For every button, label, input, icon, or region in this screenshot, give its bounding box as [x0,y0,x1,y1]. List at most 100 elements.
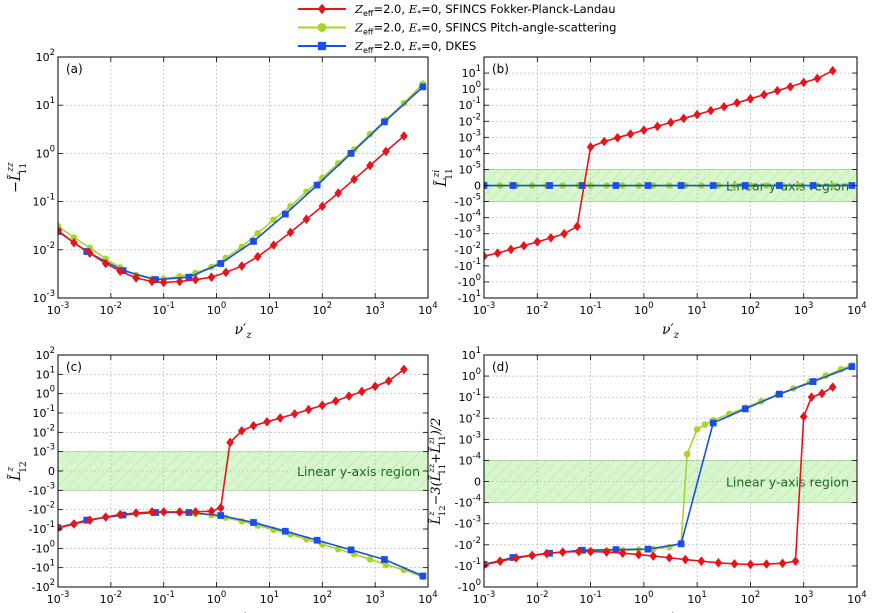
y-axis-label: L̃z 12 [6,461,29,482]
y-tick-label: -10-4 [455,494,481,510]
data-point [507,244,515,255]
data-point [484,560,488,570]
panel-label: (a) [66,62,83,76]
data-point [366,130,374,138]
data-point [720,101,728,112]
y-tick-label: 101 [36,96,55,112]
data-point [70,237,78,248]
legend-entry: Zeff=2.0, E*=0, SFINCS Fokker-Planck-Lan… [298,2,616,18]
data-point [302,214,311,225]
data-point [730,559,739,569]
data-point [148,507,156,517]
data-point [382,146,390,157]
data-point [542,548,551,559]
data-point [159,277,168,288]
legend: Zeff=2.0, E*=0, SFINCS Fokker-Planck-Lan… [298,2,616,55]
data-point [496,556,504,567]
data-point [318,400,327,411]
data-point [217,512,225,519]
y-tick-label: -10-1 [455,257,481,273]
panel-label: (d) [492,360,509,374]
y-tick-label: -10-2 [455,241,481,257]
y-tick-label: 10-1 [33,404,55,420]
data-point [791,556,800,567]
data-point [58,225,62,236]
data-point [237,261,246,271]
data-point [381,556,388,563]
data-point [286,227,295,238]
data-point [799,77,808,88]
y-tick-label: 101 [36,365,55,381]
series-layer [484,65,856,261]
data-point [237,426,246,436]
data-point [586,546,595,557]
x-tick-label: 104 [847,590,866,606]
series-line [58,86,424,281]
y-tick-label: 10-3 [33,289,55,305]
data-point [269,240,278,250]
data-point [207,506,216,516]
x-tick-label: 101 [687,590,706,606]
y-tick-label: -10-5 [455,193,481,209]
panel-c: Linear y-axis region 10-3 10-2 10-1 100 101 10… [6,346,438,613]
x-tick-label: 103 [365,301,384,317]
y-tick-label: 10-3 [459,128,481,144]
y-tick-label: 101 [462,64,481,80]
data-point [644,182,652,189]
legend-label: Zeff=2.0, E*=0, SFINCS Pitch-angle-scatt… [354,21,616,37]
legend-label: Zeff=2.0, E*=0, SFINCS Fokker-Planck-Lan… [354,2,616,18]
data-point [533,237,542,247]
data-point [828,382,837,392]
y-tick-label: 10-5 [459,160,481,176]
x-tick-label: 10-3 [473,301,495,317]
data-point [733,98,741,108]
y-axis-label: −L̃zz 11 [6,162,29,193]
data-point [400,131,408,141]
data-point [649,551,658,561]
y-tick-label: 100 [36,385,55,401]
x-tick-label: 100 [634,301,653,317]
data-point [384,376,393,386]
data-point [618,548,627,559]
data-point [253,251,262,262]
data-point [693,426,701,433]
y-tick-label: -10-2 [29,501,55,517]
y-tick-label: -10-3 [455,515,481,531]
series-layer [58,364,427,581]
data-point [249,420,258,431]
x-tick-label: 100 [207,590,226,606]
data-point [419,83,427,91]
x-tick-label: 102 [313,590,332,606]
data-point [746,94,755,104]
y-tick-label: -10-4 [455,209,481,225]
data-point [586,142,595,152]
data-point [250,237,257,245]
x-axis-label: ν′z [235,611,253,613]
x-tick-label: 10-3 [47,301,69,317]
data-point [809,378,817,385]
data-point [116,266,125,276]
data-point [366,556,374,563]
data-point [175,507,184,517]
x-tick-label: 103 [794,590,813,606]
data-point [547,233,555,243]
data-point [132,508,140,518]
x-tick-label: 101 [260,301,279,317]
y-axis-label: L̃zi 11 [432,168,455,187]
panel-a: 10-3 10-2 10-1 100 101 102 103 104 10-3 10-2 10-1 1… [6,48,438,341]
data-point [254,229,262,237]
data-point [681,554,690,565]
data-point [381,118,388,126]
x-tick-label: 103 [365,590,384,606]
data-point [419,572,427,580]
data-point [85,248,94,259]
x-tick-label: 10-3 [47,590,69,606]
x-tick-label: 102 [741,590,760,606]
data-point [132,273,140,283]
panel-d: Linear y-axis region 10-3 10-2 10-1 100 101 10… [427,346,867,613]
linear-region-label: Linear y-axis region [297,464,420,479]
data-point [520,240,528,251]
data-point [263,417,271,427]
data-point [331,396,340,406]
